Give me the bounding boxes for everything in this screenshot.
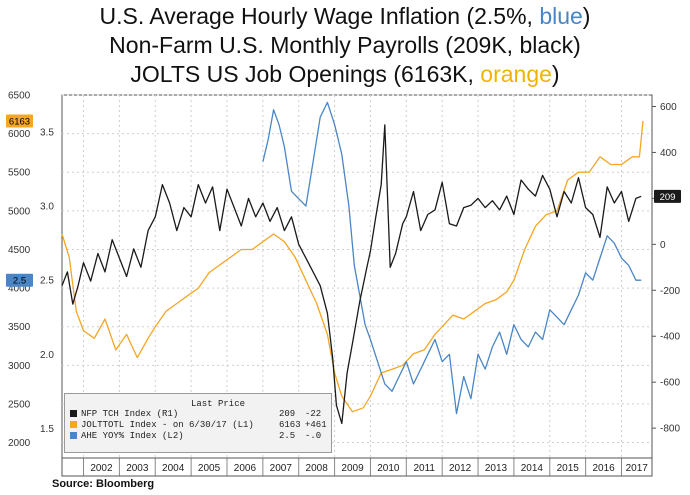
tick-label-x-2005: 2005 (198, 463, 221, 474)
tick-label-right--400: -400 (660, 332, 680, 343)
tick-label-left-6000: 6000 (8, 129, 31, 140)
axes: 2000250030003500400045005000550060006500… (8, 91, 680, 477)
title-line-payrolls: Non-Farm U.S. Monthly Payrolls (209K, bl… (109, 32, 581, 58)
source-note: Source: Bloomberg (52, 478, 155, 490)
tick-label-left-5500: 5500 (8, 168, 31, 179)
gridlines (62, 94, 652, 458)
legend-name-ahe: AHE YOY% Index (L2) (81, 431, 184, 441)
legend-name-nfp: NFP TCH Index (R1) (81, 409, 179, 419)
badge-label-209: 209 (660, 192, 676, 203)
tick-label-l2-2.0: 2.0 (40, 350, 54, 361)
legend-change-ahe: -.0 (305, 431, 322, 441)
tick-label-left-3000: 3000 (8, 361, 31, 372)
x-axis-band (61, 457, 653, 477)
badge-2.5 (6, 273, 33, 287)
badge-6163 (6, 114, 33, 128)
legend-last-jolts: 6163 (279, 420, 301, 430)
legend-box: Last Price NFP TCH Index (R1) 209 -22 JOLT… (64, 393, 332, 453)
tick-label-x-2004: 2004 (162, 463, 185, 474)
series-line-nfp-tch-index (61, 124, 642, 425)
legend-swatch-ahe (70, 432, 77, 440)
badge-label-2.5: 2.5 (13, 276, 26, 287)
tick-label-right-600: 600 (660, 102, 677, 113)
legend-swatch-nfp (70, 410, 77, 418)
title-line-wage-suffix: ) (582, 3, 591, 29)
tick-label-left-4500: 4500 (8, 245, 31, 256)
tick-label-x-2011: 2011 (413, 463, 435, 474)
tick-label-right-400: 400 (660, 148, 677, 159)
tick-label-right--200: -200 (660, 286, 680, 297)
tick-label-right--600: -600 (660, 378, 680, 389)
tick-label-x-2016: 2016 (592, 463, 615, 474)
tick-label-right-0: 0 (660, 240, 666, 251)
tick-label-x-2007: 2007 (270, 463, 293, 474)
tick-label-left-3500: 3500 (8, 322, 31, 333)
series-line-jolttotl-index (61, 120, 644, 413)
title-blue-word: blue (539, 3, 583, 29)
badge-label-6163: 6163 (9, 117, 30, 128)
tick-label-l2-3.0: 3.0 (40, 202, 54, 213)
chart-title: U.S. Average Hourly Wage Inflation (2.5%… (0, 0, 690, 89)
tick-label-x-2008: 2008 (306, 463, 329, 474)
tick-label-x-2006: 2006 (234, 463, 257, 474)
title-line-wage-prefix: U.S. Average Hourly Wage Inflation (2.5%… (99, 3, 540, 29)
tick-label-x-2014: 2014 (521, 463, 544, 474)
title-line-jolts: JOLTS US Job Openings (6163K, orange) (0, 60, 690, 89)
tick-label-right--800: -800 (660, 424, 680, 435)
legend-swatch-jolts (70, 421, 77, 429)
title-line-jolts-suffix: ) (551, 61, 560, 87)
legend-last-nfp: 209 (279, 409, 296, 419)
legend-change-nfp: -22 (305, 409, 322, 419)
tick-label-left-2000: 2000 (8, 438, 31, 449)
tick-label-x-2003: 2003 (126, 463, 149, 474)
series-layer (61, 101, 644, 425)
title-orange-word: orange (480, 61, 552, 87)
tick-label-l2-1.5: 1.5 (40, 424, 54, 435)
tick-label-x-2012: 2012 (449, 463, 472, 474)
tick-label-x-2009: 2009 (341, 463, 364, 474)
legend-change-jolts: +461 (305, 420, 327, 430)
title-line-wage: U.S. Average Hourly Wage Inflation (2.5%… (0, 2, 690, 31)
tick-label-l2-2.5: 2.5 (40, 276, 54, 287)
legend-last-ahe: 2.5 (279, 431, 296, 441)
tick-label-left-5000: 5000 (8, 206, 31, 217)
tick-label-left-4000: 4000 (8, 284, 31, 295)
legend-header: Last Price (190, 399, 245, 409)
last-value-badges: 6163 2.5 209 (6, 114, 681, 287)
title-line-jolts-prefix: JOLTS US Job Openings (6163K, (130, 61, 481, 87)
tick-label-left-2500: 2500 (8, 399, 31, 410)
tick-label-l2-3.5: 3.5 (40, 128, 54, 139)
tick-label-x-2010: 2010 (377, 463, 400, 474)
legend-row-ahe: AHE YOY% Index (L2) 2.5 -.0 (65, 431, 331, 442)
tick-label-x-2017: 2017 (626, 463, 649, 474)
tick-label-left-6500: 6500 (8, 91, 31, 102)
tick-label-x-2013: 2013 (485, 463, 508, 474)
legend-name-jolts: JOLTTOTL Index - on 6/30/17 (L1) (81, 420, 254, 430)
tick-label-x-2015: 2015 (557, 463, 580, 474)
series-line-ahe-yoy%-index (262, 101, 642, 415)
badge-209 (654, 189, 681, 203)
tick-label-x-2002: 2002 (90, 463, 113, 474)
legend-row-nfp: NFP TCH Index (R1) 209 -22 (65, 409, 331, 420)
legend-row-jolts: JOLTTOTL Index - on 6/30/17 (L1) 6163 +461 (65, 420, 331, 431)
